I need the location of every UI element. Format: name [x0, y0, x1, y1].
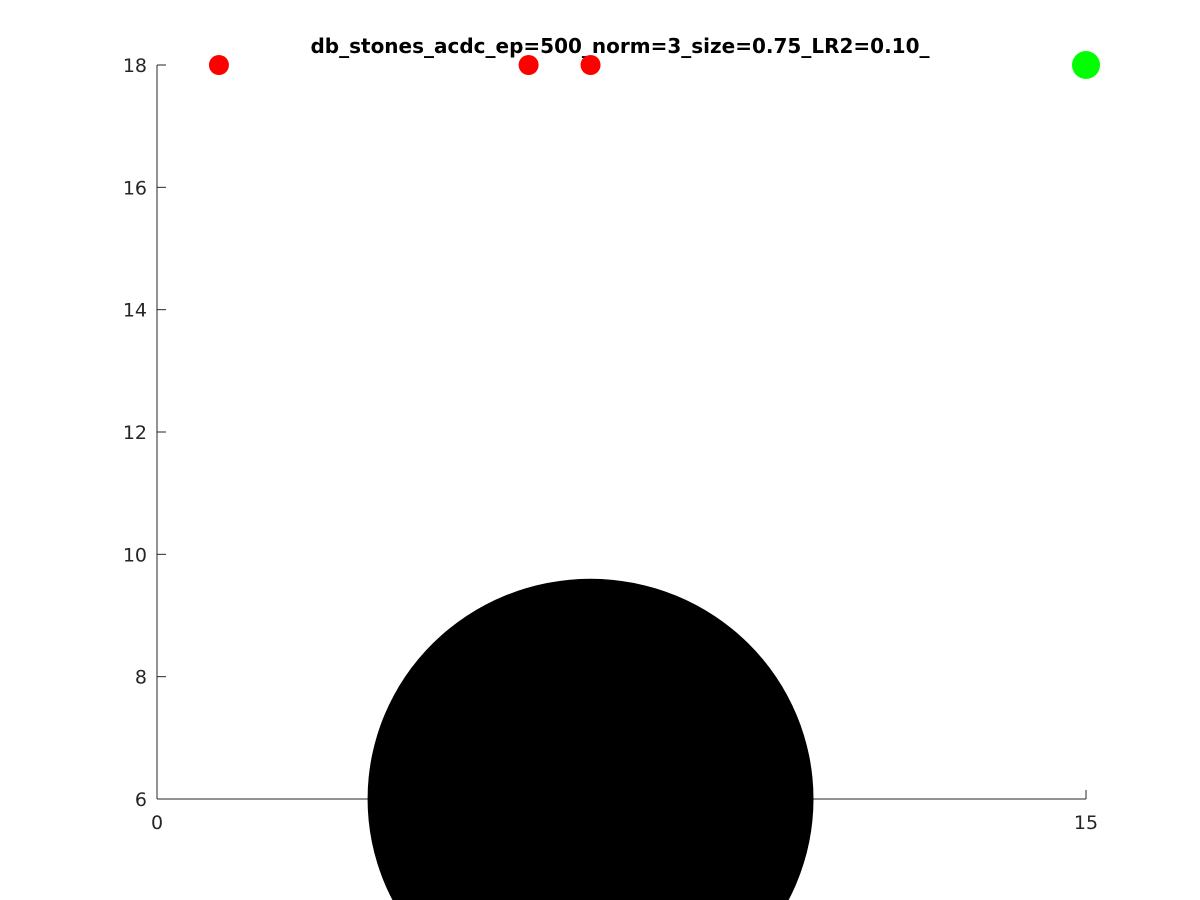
x-tick-label: 0 [151, 812, 163, 834]
tick-marks [156, 64, 1087, 800]
red-point [518, 55, 539, 75]
y-tick-label: 18 [123, 55, 147, 77]
obstacle-layer [367, 578, 814, 900]
green-point [1072, 51, 1100, 79]
obstacle-circle [367, 578, 814, 900]
data-points [208, 51, 1100, 79]
y-tick-label: 14 [123, 300, 147, 322]
y-tick-label: 16 [123, 177, 147, 199]
y-tick-label: 10 [123, 544, 147, 566]
red-point [208, 55, 229, 75]
y-tick-label: 6 [135, 789, 147, 811]
x-tick-label: 15 [1074, 812, 1098, 834]
tick-labels: 6 8 10 12 14 16 18 0 15 [123, 55, 1098, 834]
red-point [580, 55, 601, 75]
y-tick-label: 8 [135, 667, 147, 689]
y-tick-label: 12 [123, 422, 147, 444]
chart-title: db_stones_acdc_ep=500_norm=3_size=0.75_L… [310, 34, 929, 58]
